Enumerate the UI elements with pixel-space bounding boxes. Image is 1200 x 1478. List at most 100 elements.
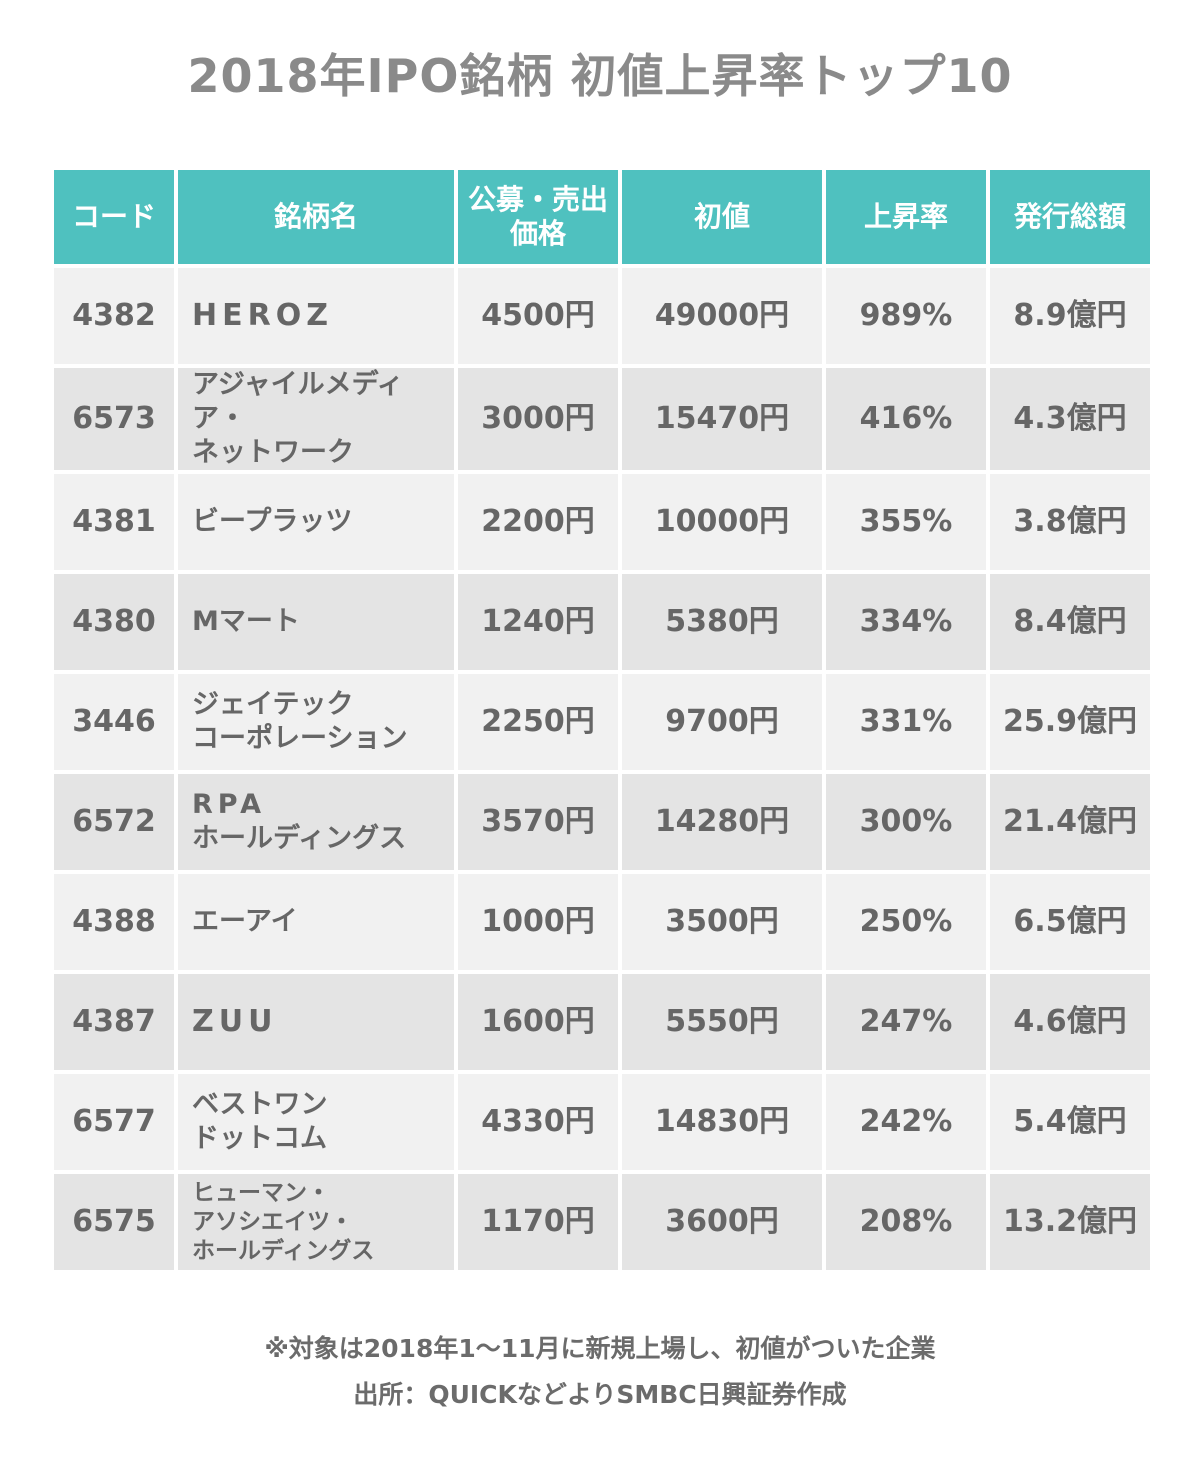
company-name-line-1: Mマート — [192, 606, 300, 637]
initial-price-cell: 10000円 — [622, 474, 822, 570]
rise-rate-cell: 242% — [826, 1074, 986, 1170]
rise-rate-cell: 300% — [826, 774, 986, 870]
rise-rate-cell: 355% — [826, 474, 986, 570]
offer-price-cell: 2250円 — [458, 674, 618, 770]
company-name-line-2: コーポレーション — [192, 723, 408, 754]
header-offer-price-line1: 公募・売出 — [467, 183, 608, 216]
company-name-cell: ヒューマン・ アソシエイツ・ ホールディングス — [178, 1174, 454, 1270]
code-cell: 6577 — [54, 1074, 174, 1170]
code-cell: 4387 — [54, 974, 174, 1070]
rise-rate-cell: 334% — [826, 574, 986, 670]
total-issue-cell: 5.4億円 — [990, 1074, 1150, 1170]
table-header-row: コード 銘柄名 公募・売出 価格 初値 上昇率 発行総額 — [54, 170, 1150, 264]
total-issue-cell: 21.4億円 — [990, 774, 1150, 870]
footnote-target: ※対象は2018年1〜11月に新規上場し、初値がついた企業 — [264, 1334, 936, 1363]
table-body: 4382 HEROZ 4500円 49000円 989% 8.9億円 6573 アジャイルメデ… — [54, 268, 1150, 1270]
rise-rate-cell: 416% — [826, 368, 986, 470]
code-cell: 6575 — [54, 1174, 174, 1270]
offer-price-cell: 4500円 — [458, 268, 618, 364]
page-title: 2018年IPO銘柄 初値上昇率トップ10 — [187, 49, 1013, 103]
initial-price-cell: 5550円 — [622, 974, 822, 1070]
total-issue-cell: 4.3億円 — [990, 368, 1150, 470]
table-row: 4387 ZUU 1600円 5550円 247% 4.6億円 — [54, 974, 1150, 1070]
table-row: 6573 アジャイルメディア・ ネットワーク 3000円 15470円 416% 4.3億円 — [54, 368, 1150, 470]
initial-price-cell: 3500円 — [622, 874, 822, 970]
total-issue-cell: 8.4億円 — [990, 574, 1150, 670]
company-name-cell: Mマート — [178, 574, 454, 670]
initial-price-cell: 14280円 — [622, 774, 822, 870]
code-cell: 6573 — [54, 368, 174, 470]
initial-price-cell: 5380円 — [622, 574, 822, 670]
table-row: 4380 Mマート 1240円 5380円 334% 8.4億円 — [54, 574, 1150, 670]
company-name-line-1: アジャイルメディア・ — [192, 369, 404, 434]
total-issue-cell: 13.2億円 — [990, 1174, 1150, 1270]
ipo-ranking-table: コード 銘柄名 公募・売出 価格 初値 上昇率 発行総額 4382 HEROZ 45… — [50, 166, 1154, 1274]
initial-price-cell: 9700円 — [622, 674, 822, 770]
total-issue-cell: 4.6億円 — [990, 974, 1150, 1070]
company-name-line-2: ドットコム — [192, 1123, 327, 1154]
company-name-cell: ビープラッツ — [178, 474, 454, 570]
company-name-line-1: ヒューマン・ — [192, 1179, 330, 1206]
rise-rate-cell: 208% — [826, 1174, 986, 1270]
table-row: 6577 ベストワン ドットコム 4330円 14830円 242% 5.4億円 — [54, 1074, 1150, 1170]
table-row: 4388 エーアイ 1000円 3500円 250% 6.5億円 — [54, 874, 1150, 970]
rise-rate-cell: 250% — [826, 874, 986, 970]
offer-price-cell: 2200円 — [458, 474, 618, 570]
code-cell: 4388 — [54, 874, 174, 970]
offer-price-cell: 1000円 — [458, 874, 618, 970]
footnote-source: 出所：QUICKなどよりSMBC日興証券作成 — [353, 1380, 847, 1409]
company-name-line-1: ジェイテック — [192, 689, 354, 720]
company-name-line-2: ネットワーク — [192, 437, 354, 468]
table-row: 6572 RPA ホールディングス 3570円 14280円 300% 21.4億円 — [54, 774, 1150, 870]
header-initial-price: 初値 — [622, 170, 822, 264]
table-row: 6575 ヒューマン・ アソシエイツ・ ホールディングス 1170円 3600円 208% 1… — [54, 1174, 1150, 1270]
total-issue-cell: 25.9億円 — [990, 674, 1150, 770]
offer-price-cell: 1240円 — [458, 574, 618, 670]
rise-rate-cell: 989% — [826, 268, 986, 364]
footnotes: ※対象は2018年1〜11月に新規上場し、初値がついた企業 出所：QUICKなど… — [0, 1326, 1200, 1418]
company-name-cell: HEROZ — [178, 268, 454, 364]
table-row: 3446 ジェイテック コーポレーション 2250円 9700円 331% 25.9億円 — [54, 674, 1150, 770]
code-cell: 3446 — [54, 674, 174, 770]
header-name: 銘柄名 — [178, 170, 454, 264]
total-issue-cell: 8.9億円 — [990, 268, 1150, 364]
code-cell: 6572 — [54, 774, 174, 870]
initial-price-cell: 3600円 — [622, 1174, 822, 1270]
offer-price-cell: 1600円 — [458, 974, 618, 1070]
rise-rate-cell: 331% — [826, 674, 986, 770]
header-rise-rate: 上昇率 — [826, 170, 986, 264]
company-name-line-1: ベストワン — [192, 1089, 328, 1120]
company-name-cell: エーアイ — [178, 874, 454, 970]
offer-price-cell: 4330円 — [458, 1074, 618, 1170]
company-name-line-1: ZUU — [192, 1004, 278, 1039]
company-name-line-1: ビープラッツ — [192, 506, 353, 537]
company-name-line-1: エーアイ — [192, 906, 298, 937]
company-name-cell: ジェイテック コーポレーション — [178, 674, 454, 770]
offer-price-cell: 3570円 — [458, 774, 618, 870]
code-cell: 4381 — [54, 474, 174, 570]
header-total-issue: 発行総額 — [990, 170, 1150, 264]
company-name-line-3: ホールディングス — [192, 1237, 375, 1264]
company-name-cell: ベストワン ドットコム — [178, 1074, 454, 1170]
company-name-cell: RPA ホールディングス — [178, 774, 454, 870]
total-issue-cell: 6.5億円 — [990, 874, 1150, 970]
header-offer-price-line2: 価格 — [509, 217, 566, 250]
header-offer-price: 公募・売出 価格 — [458, 170, 618, 264]
company-name-line-2: ホールディングス — [192, 823, 407, 854]
company-name-line-1: HEROZ — [192, 298, 333, 333]
company-name-cell: ZUU — [178, 974, 454, 1070]
rise-rate-cell: 247% — [826, 974, 986, 1070]
initial-price-cell: 15470円 — [622, 368, 822, 470]
company-name-line-1: RPA — [192, 789, 266, 820]
table-row: 4381 ビープラッツ 2200円 10000円 355% 3.8億円 — [54, 474, 1150, 570]
company-name-cell: アジャイルメディア・ ネットワーク — [178, 368, 454, 470]
initial-price-cell: 14830円 — [622, 1074, 822, 1170]
offer-price-cell: 1170円 — [458, 1174, 618, 1270]
company-name-line-2: アソシエイツ・ — [192, 1208, 353, 1235]
code-cell: 4382 — [54, 268, 174, 364]
code-cell: 4380 — [54, 574, 174, 670]
table-row: 4382 HEROZ 4500円 49000円 989% 8.9億円 — [54, 268, 1150, 364]
offer-price-cell: 3000円 — [458, 368, 618, 470]
total-issue-cell: 3.8億円 — [990, 474, 1150, 570]
header-code: コード — [54, 170, 174, 264]
